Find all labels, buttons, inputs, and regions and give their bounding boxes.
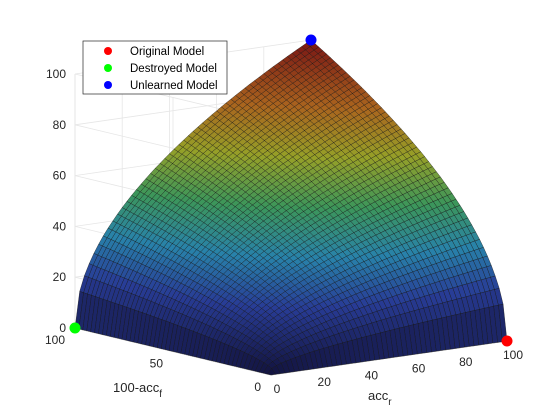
legend-label-original: Original Model — [130, 46, 204, 58]
marker-original-model — [501, 335, 513, 347]
y-tick-label: 100 — [45, 333, 65, 347]
z-tick-label: 20 — [53, 270, 67, 284]
x-tick-label: 60 — [412, 362, 426, 376]
y-tick-label: 50 — [150, 357, 164, 371]
z-tick-label: 60 — [53, 169, 67, 183]
surface-cell — [266, 368, 276, 376]
x-tick-label: 40 — [365, 368, 379, 382]
marker-destroyed-model — [69, 322, 81, 334]
legend-label-unlearned: Unlearned Model — [130, 80, 218, 92]
z-tick-label: 80 — [53, 118, 67, 132]
x-tick-label: 20 — [318, 375, 332, 389]
legend: Original Model Destroyed Model Unlearned… — [82, 40, 228, 95]
legend-marker-original — [104, 47, 112, 55]
y-tick-label: 0 — [254, 380, 261, 394]
x-tick-label: 100 — [503, 348, 523, 362]
marker-unlearned-model — [305, 34, 317, 46]
y-axis-label: 100-accf — [113, 380, 162, 400]
z-tick-label: 0 — [59, 321, 66, 335]
surface-mesh — [74, 39, 508, 376]
x-tick-label: 80 — [459, 355, 473, 369]
z-tick-label: 100 — [46, 67, 66, 81]
legend-marker-destroyed — [104, 64, 112, 72]
legend-marker-unlearned — [104, 81, 112, 89]
legend-label-destroyed: Destroyed Model — [130, 63, 217, 75]
x-axis-label: accr — [368, 388, 392, 408]
z-tick-label: 40 — [53, 219, 67, 233]
data-markers — [69, 34, 513, 347]
x-tick-label: 0 — [274, 382, 281, 396]
